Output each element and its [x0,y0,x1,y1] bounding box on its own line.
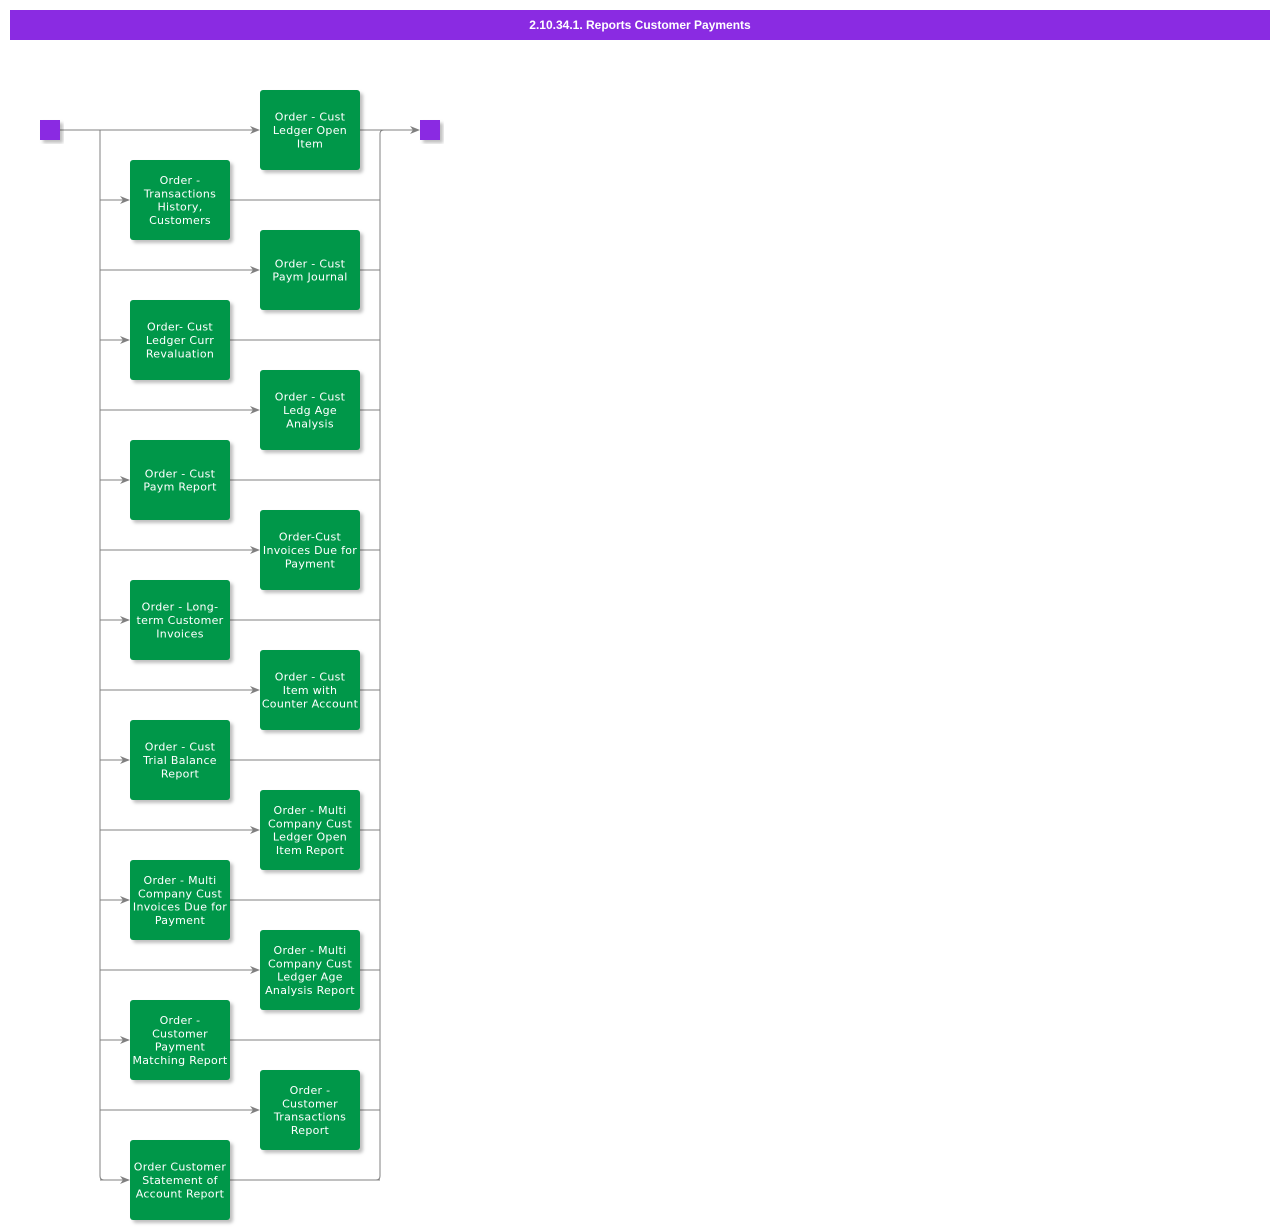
node-label: Statement of [142,1174,218,1187]
node-label: Ledger Open [273,124,347,137]
node-label: Order - Cust [275,257,346,270]
node-label: Order - Multi [273,944,346,957]
node-label: Paym Report [143,481,217,494]
fork-bus [99,130,105,1181]
node-label: Order-Cust [279,531,342,544]
node-box [260,1070,360,1150]
node-label: Order - Cust [275,111,346,124]
node-box [130,1140,230,1220]
node-label: History, [157,201,202,214]
node-label: Ledger Curr [146,334,214,347]
node-label: Order - Cust [275,391,346,404]
node-label: Order - [290,1084,331,1097]
node-label: Payment [285,557,336,570]
node-label: Ledger Age [277,971,343,984]
end-node [420,120,440,140]
node-label: Customer [152,1027,208,1040]
node-label: Revaluation [146,347,214,360]
node-label: Payment [155,914,206,927]
node-label: Report [161,767,200,780]
node-label: Order - Cust [275,671,346,684]
node-box [260,510,360,590]
node-label: Order - Multi [273,804,346,817]
node-label: Company Cust [138,887,223,900]
node-label: Payment [155,1041,206,1054]
node-box [260,650,360,730]
node-box [130,860,230,940]
node-box [130,580,230,660]
node-label: Company Cust [268,957,353,970]
node-label: Analysis Report [265,984,355,997]
node-label: Ledg Age [283,404,337,417]
node-label: Ledger Open [273,831,347,844]
node-label: Order - [160,174,201,187]
node-label: Account Report [136,1187,225,1200]
node-label: Company Cust [268,817,353,830]
node-box [260,230,360,310]
node-box [130,440,230,520]
node-box [260,370,360,450]
node-label: Customers [149,214,211,227]
node-label: Order - Cust [145,467,216,480]
node-label: term Customer [137,614,224,627]
node-box [260,90,360,170]
node-box [260,790,360,870]
node-box [130,1000,230,1080]
node-box [260,930,360,1010]
node-box [130,300,230,380]
node-box [130,160,230,240]
join-bus [375,129,385,1181]
node-label: Item Report [276,844,345,857]
node-label: Matching Report [132,1054,227,1067]
node-label: Item [297,137,323,150]
node-label: Order Customer [134,1161,227,1174]
node-label: Order - Long- [142,601,219,614]
node-label: Paym Journal [272,271,347,284]
node-label: Trial Balance [142,754,217,767]
node-label: Analysis [286,417,334,430]
node-label: Counter Account [262,697,359,710]
node-label: Invoices Due for [263,544,357,557]
node-label: Order - Multi [143,874,216,887]
node-label: Transactions [143,187,216,200]
node-label: Order- Cust [147,321,213,334]
node-label: Customer [282,1097,338,1110]
start-node [40,120,60,140]
node-label: Order - [160,1014,201,1027]
node-label: Report [291,1124,330,1137]
node-box [130,720,230,800]
diagram-title: 2.10.34.1. Reports Customer Payments [10,10,1270,40]
node-label: Transactions [273,1111,346,1124]
node-label: Invoices [156,627,203,640]
node-label: Invoices Due for [133,901,227,914]
node-label: Item with [283,684,338,697]
node-label: Order - Cust [145,741,216,754]
